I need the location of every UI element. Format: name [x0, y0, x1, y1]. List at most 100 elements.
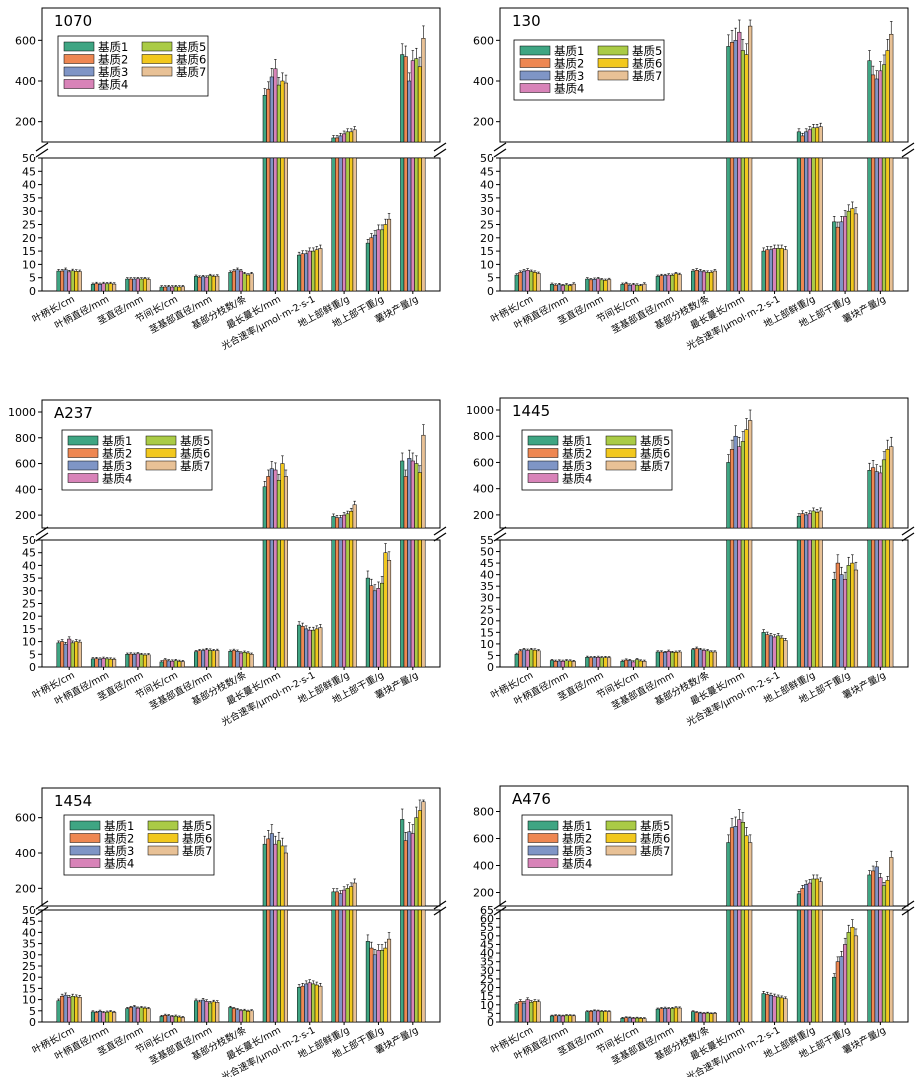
bar — [273, 539, 278, 668]
bar — [592, 279, 597, 292]
lower-y-tick-label: 10 — [22, 994, 36, 1007]
bar — [417, 66, 422, 143]
bar — [125, 1008, 130, 1023]
bar — [345, 157, 350, 292]
bar — [238, 652, 244, 668]
bar — [818, 157, 823, 292]
legend-label: 基质3 — [102, 459, 132, 473]
bar — [231, 270, 236, 292]
bar — [372, 234, 377, 292]
axis-break-mark — [901, 526, 915, 536]
lower-y-tick-label: 10 — [480, 258, 494, 271]
legend-swatch — [527, 460, 559, 471]
lower-y-tick-label: 45 — [22, 165, 36, 178]
bar — [518, 650, 523, 668]
bar — [733, 826, 738, 907]
bar — [194, 276, 199, 292]
lower-y-tick-label: 30 — [22, 585, 36, 598]
bar — [585, 1011, 590, 1023]
bar — [694, 648, 699, 668]
bar — [733, 435, 738, 529]
legend-label: 基质2 — [554, 57, 584, 71]
bar — [414, 463, 419, 529]
axis-break-mark — [493, 906, 507, 916]
legend-label: 基质5 — [182, 819, 212, 833]
axis-break-mark — [35, 532, 49, 542]
bar — [403, 56, 408, 143]
bar — [635, 659, 640, 668]
bar — [173, 1015, 178, 1023]
bar — [97, 658, 103, 668]
bar — [335, 137, 340, 143]
legend-swatch — [527, 448, 559, 458]
bar — [105, 1011, 110, 1023]
bar — [744, 909, 749, 1023]
axis-break-gap — [432, 907, 448, 909]
bar — [536, 273, 541, 292]
bar — [694, 1012, 699, 1023]
legend-swatch — [519, 70, 551, 81]
axis-break-mark — [35, 526, 49, 536]
bar — [701, 1013, 707, 1023]
bar — [839, 221, 844, 292]
bar — [804, 131, 809, 143]
legend-swatch — [597, 58, 629, 68]
lower-y-tick-label: 5 — [487, 649, 494, 662]
bar — [666, 274, 671, 292]
bar — [726, 46, 731, 143]
bar — [283, 157, 288, 292]
lower-y-tick-label: 45 — [480, 938, 494, 951]
bar — [525, 999, 530, 1023]
bar — [839, 574, 844, 668]
bar — [77, 997, 82, 1023]
bar — [94, 283, 99, 292]
bar — [779, 997, 784, 1023]
bar — [726, 157, 731, 292]
bar — [811, 127, 816, 143]
bar — [342, 889, 347, 907]
axis-break-gap — [492, 143, 508, 157]
bar — [376, 229, 381, 292]
bar — [238, 1010, 244, 1023]
bar — [729, 909, 735, 1023]
bar — [889, 446, 894, 529]
bar — [765, 994, 770, 1023]
bar — [159, 1016, 164, 1023]
bar — [772, 636, 777, 668]
bar — [410, 157, 415, 292]
bar — [70, 642, 75, 668]
bar — [105, 658, 110, 668]
bar — [318, 985, 323, 1023]
bar — [372, 590, 377, 668]
bar — [383, 947, 388, 1023]
upper-y-tick-label: 200 — [473, 887, 494, 900]
bar — [783, 998, 788, 1023]
axis-break-mark — [901, 906, 915, 916]
bar — [266, 476, 271, 529]
bar — [772, 995, 777, 1023]
bar — [417, 539, 422, 668]
upper-axis-frame — [41, 787, 441, 907]
upper-y-tick-label: 600 — [473, 456, 494, 469]
axis-break-mark — [433, 900, 447, 910]
axis-break-mark — [901, 532, 915, 542]
bar — [414, 817, 419, 907]
bar — [663, 652, 668, 668]
legend-swatch — [63, 79, 95, 89]
bar — [331, 909, 336, 1023]
bar — [345, 909, 350, 1023]
bar — [807, 157, 812, 292]
bar — [262, 486, 267, 529]
bar — [407, 909, 412, 1023]
bar — [761, 632, 766, 668]
axis-break-gap — [492, 907, 508, 909]
legend-swatch — [69, 820, 101, 831]
bar — [125, 278, 130, 292]
bar — [407, 80, 412, 143]
bar — [280, 539, 285, 668]
bar — [266, 157, 271, 292]
bar — [889, 539, 894, 668]
upper-y-tick-label: 600 — [15, 812, 36, 825]
bar — [599, 657, 604, 668]
bar — [607, 657, 612, 668]
